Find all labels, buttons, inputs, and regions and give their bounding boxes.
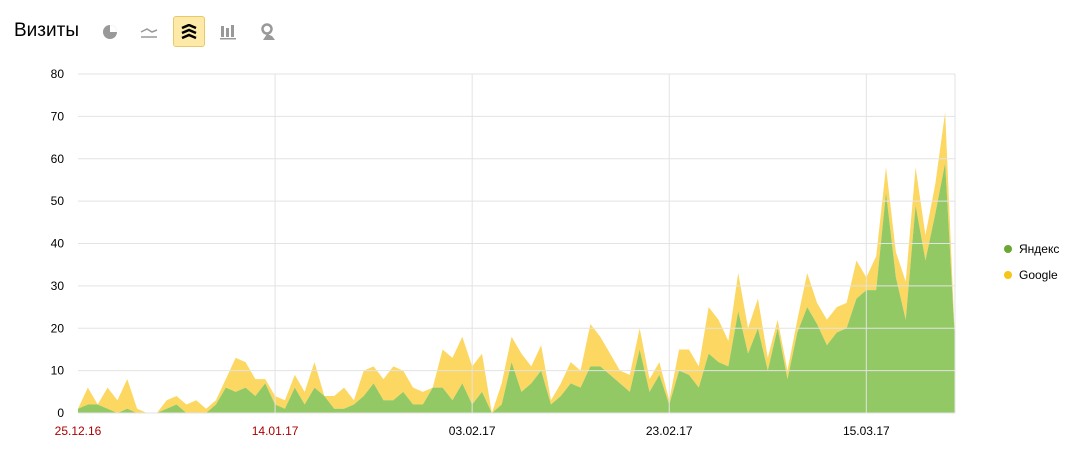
y-tick-label: 60 (51, 152, 65, 166)
legend-item-yandex[interactable]: Яндекс (1004, 236, 1059, 262)
legend-label: Google (1019, 268, 1058, 282)
page-title: Визиты (14, 20, 79, 41)
bar-chart-button[interactable] (212, 16, 244, 47)
x-tick-label: 23.02.17 (646, 424, 693, 438)
y-tick-label: 40 (51, 237, 65, 251)
y-tick-label: 10 (51, 364, 65, 378)
yandex-dot-icon (1004, 245, 1012, 253)
legend: Яндекс Google (1004, 236, 1059, 288)
area-series-yandex (78, 162, 955, 413)
y-tick-label: 70 (51, 109, 65, 123)
y-tick-label: 0 (57, 406, 64, 420)
map-button[interactable] (252, 16, 284, 47)
legend-item-google[interactable]: Google (1004, 262, 1059, 288)
pie-chart-icon (103, 24, 117, 39)
line-chart-button[interactable] (133, 16, 165, 47)
x-tick-label: 03.02.17 (449, 424, 496, 438)
area-stacked-icon (181, 23, 197, 39)
x-tick-label: 14.01.17 (252, 424, 299, 438)
y-tick-label: 50 (51, 194, 65, 208)
line-chart-icon (140, 27, 158, 38)
y-tick-label: 30 (51, 279, 65, 293)
area-stacked-button[interactable] (173, 16, 205, 47)
legend-label: Яндекс (1019, 242, 1060, 256)
pie-chart-button[interactable] (94, 16, 126, 47)
x-tick-label: 25.12.16 (55, 424, 102, 438)
google-dot-icon (1004, 271, 1012, 279)
y-tick-label: 20 (51, 321, 65, 335)
bar-chart-icon (220, 24, 236, 39)
area-series-google (78, 112, 955, 413)
y-tick-label: 80 (51, 67, 65, 81)
map-icon (261, 22, 275, 40)
x-tick-label: 15.03.17 (843, 424, 890, 438)
